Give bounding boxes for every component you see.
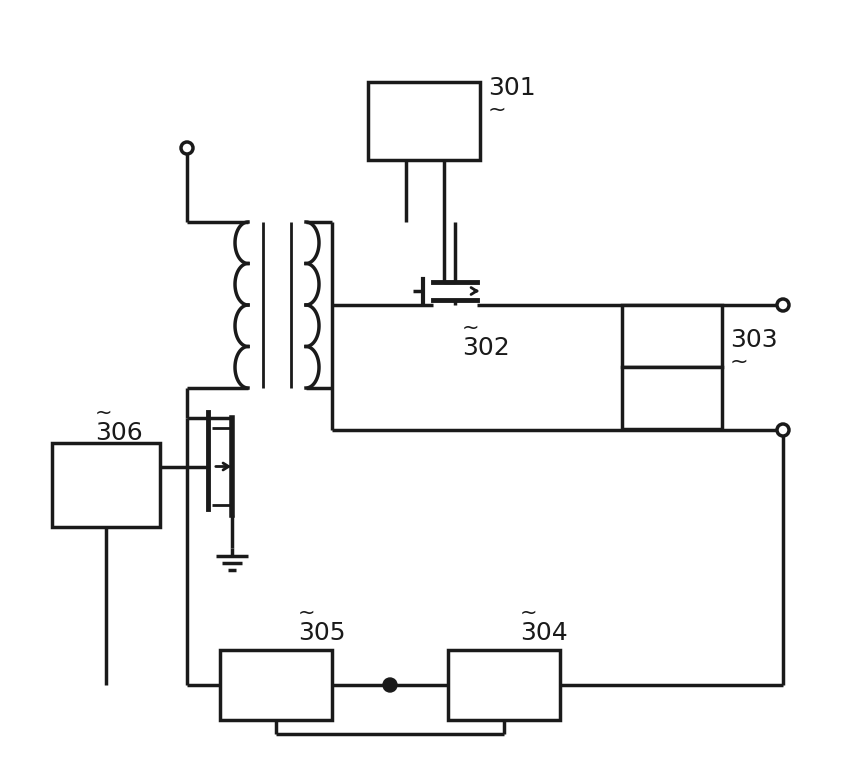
Text: ~: ~ [461,318,479,338]
Text: ~: ~ [729,352,748,372]
Text: ~: ~ [487,100,506,120]
Text: 306: 306 [95,421,142,445]
Bar [52,443,160,527]
Text: ~: ~ [519,603,537,623]
Text: ~: ~ [298,603,315,623]
Text: 303: 303 [729,328,777,352]
Text: 302: 302 [461,336,509,360]
Circle shape [776,299,788,311]
Circle shape [181,142,193,154]
Text: 301: 301 [487,76,535,100]
Bar [220,650,332,720]
Circle shape [776,424,788,436]
Bar [448,650,560,720]
Text: 305: 305 [298,621,345,645]
Bar [621,367,721,429]
Bar [368,82,479,160]
Bar [621,305,721,367]
Text: ~: ~ [95,403,113,423]
Text: 304: 304 [519,621,567,645]
Circle shape [382,678,397,692]
